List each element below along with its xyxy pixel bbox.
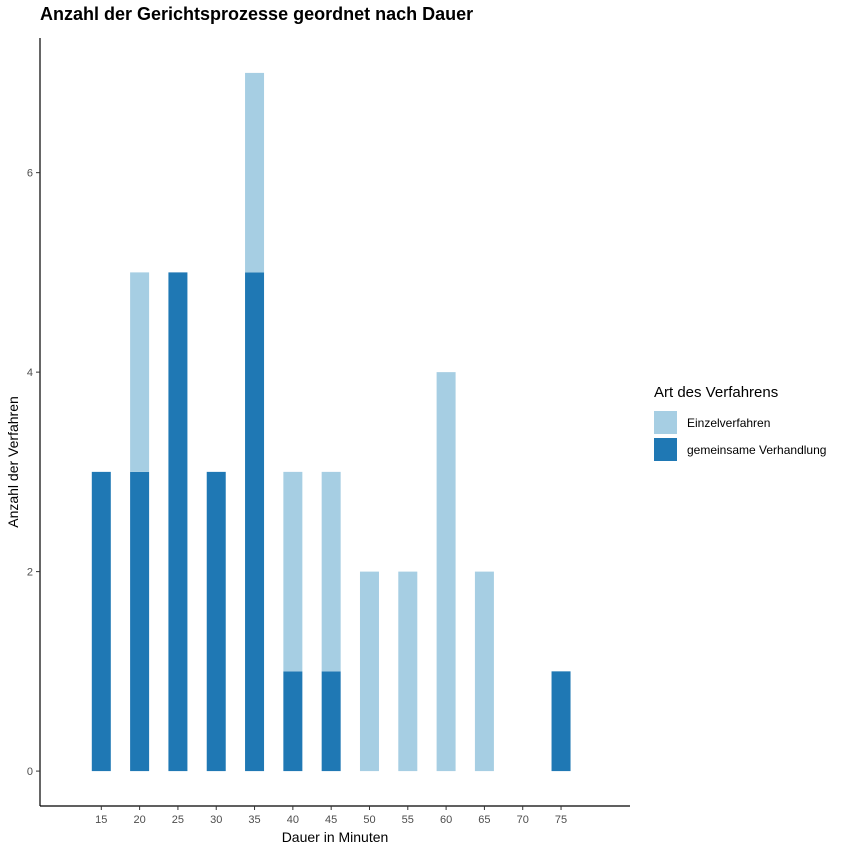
y-tick-label: 0 bbox=[27, 766, 33, 778]
chart-title: Anzahl der Gerichtsprozesse geordnet nac… bbox=[40, 4, 474, 24]
y-axis-title: Anzahl der Verfahren bbox=[5, 396, 21, 528]
bar-gemeinsam-35 bbox=[245, 272, 265, 772]
legend-item-einzel: Einzelverfahren bbox=[654, 409, 826, 436]
x-tick-label: 75 bbox=[555, 814, 567, 826]
legend-label: gemeinsame Verhandlung bbox=[687, 442, 827, 457]
bar-einzel-45 bbox=[321, 471, 341, 672]
bar-einzel-50 bbox=[359, 571, 379, 772]
x-tick-label: 40 bbox=[287, 814, 299, 826]
legend: Art des Verfahrens Einzelverfahren gemein… bbox=[654, 384, 826, 463]
x-tick-label: 50 bbox=[363, 814, 375, 826]
bar-einzel-65 bbox=[474, 571, 494, 772]
bar-gemeinsam-30 bbox=[206, 471, 226, 772]
bar-einzel-55 bbox=[398, 571, 418, 772]
bar-einzel-60 bbox=[436, 372, 456, 772]
x-tick-label: 35 bbox=[248, 814, 260, 826]
x-tick-label: 70 bbox=[517, 814, 529, 826]
x-tick-label: 65 bbox=[478, 814, 490, 826]
bar-gemeinsam-75 bbox=[551, 671, 571, 772]
x-tick-label: 15 bbox=[95, 814, 107, 826]
legend-item-gemeinsam: gemeinsame Verhandlung bbox=[654, 436, 826, 463]
bar-gemeinsam-45 bbox=[321, 671, 341, 772]
bar-einzel-35 bbox=[245, 72, 265, 273]
bar-gemeinsam-40 bbox=[283, 671, 303, 772]
x-axis: 15 20 25 30 35 40 45 50 55 60 65 70 75 bbox=[40, 805, 630, 826]
x-tick-label: 25 bbox=[172, 814, 184, 826]
bar-einzel-40 bbox=[283, 471, 303, 672]
bar-gemeinsam-25 bbox=[168, 272, 188, 772]
legend-swatch bbox=[654, 411, 677, 434]
bar-gemeinsam-20 bbox=[130, 471, 150, 772]
bar-einzel-20 bbox=[130, 272, 150, 472]
legend-title: Art des Verfahrens bbox=[654, 384, 779, 401]
x-axis-title: Dauer in Minuten bbox=[282, 829, 389, 845]
x-tick-label: 20 bbox=[133, 814, 145, 826]
y-tick-label: 6 bbox=[27, 168, 33, 180]
x-tick-label: 30 bbox=[210, 814, 222, 826]
bar-gemeinsam-15 bbox=[91, 471, 111, 772]
x-tick-label: 45 bbox=[325, 814, 337, 826]
x-tick-label: 55 bbox=[402, 814, 414, 826]
legend-swatch bbox=[654, 438, 677, 461]
y-tick-label: 4 bbox=[27, 367, 33, 379]
x-tick-label: 60 bbox=[440, 814, 452, 826]
y-axis: 0 2 4 6 bbox=[27, 38, 41, 806]
bars-group bbox=[91, 72, 571, 772]
legend-label: Einzelverfahren bbox=[687, 415, 771, 430]
y-tick-label: 2 bbox=[27, 567, 33, 579]
